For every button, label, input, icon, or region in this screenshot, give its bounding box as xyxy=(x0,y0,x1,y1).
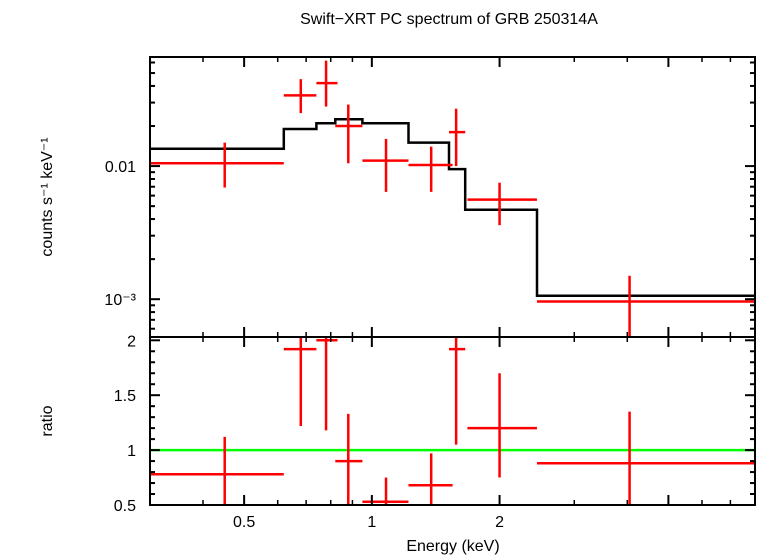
x-axis-label: Energy (keV) xyxy=(406,538,499,555)
top-y-tick-label: 10⁻³ xyxy=(104,292,136,309)
top-ticks: 0.01 10⁻³ xyxy=(104,57,756,337)
bottom-ticks: 0.5 1 1.5 2 xyxy=(114,333,756,515)
bottom-y-tick-label: 0.5 xyxy=(114,498,136,515)
x-tick-label: 0.5 xyxy=(233,514,255,531)
top-data-layer xyxy=(150,60,755,337)
bottom-panel: 0.5 1 1.5 2 ratio xyxy=(39,333,756,515)
bottom-panel-frame xyxy=(149,336,756,506)
bottom-y-tick-label: 1.5 xyxy=(114,388,136,405)
x-tick-label: 2 xyxy=(495,514,504,531)
x-tick-label: 1 xyxy=(367,514,376,531)
top-panel: 0.01 10⁻³ counts s⁻¹ keV⁻¹ xyxy=(39,56,756,338)
model-step-line xyxy=(150,117,755,298)
bottom-y-axis-label: ratio xyxy=(39,405,56,436)
chart-title: Swift−XRT PC spectrum of GRB 250314A xyxy=(300,11,598,28)
bottom-y-tick-label: 1 xyxy=(127,443,136,460)
bottom-data-layer xyxy=(150,337,755,505)
x-tick-labels: 0.5 1 2 xyxy=(233,514,504,531)
top-model-layer xyxy=(150,117,755,298)
bottom-y-tick-label: 2 xyxy=(127,333,136,350)
top-y-tick-label: 0.01 xyxy=(105,159,136,176)
top-y-axis-label: counts s⁻¹ keV⁻¹ xyxy=(39,137,56,256)
